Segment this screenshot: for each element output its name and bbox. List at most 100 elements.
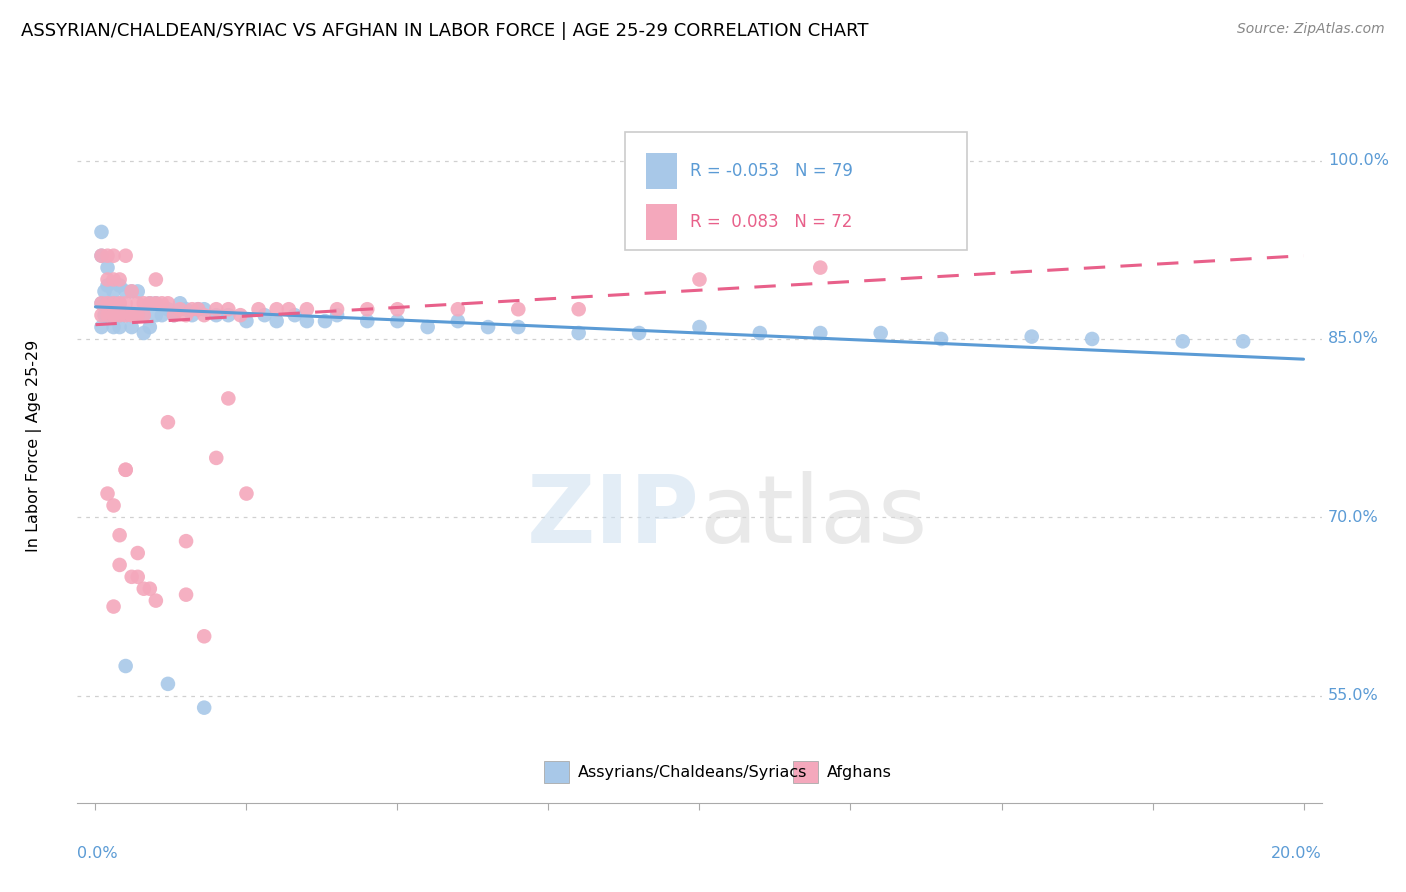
Point bbox=[156, 296, 179, 310]
Point bbox=[90, 249, 112, 263]
Point bbox=[96, 249, 118, 263]
Point bbox=[127, 308, 149, 322]
Point bbox=[205, 450, 228, 465]
Point bbox=[114, 285, 136, 299]
Point bbox=[114, 463, 136, 477]
Point bbox=[181, 308, 204, 322]
Point bbox=[217, 302, 239, 317]
Point bbox=[90, 225, 112, 239]
Point bbox=[169, 302, 191, 317]
Point bbox=[96, 308, 118, 322]
Point bbox=[808, 326, 831, 340]
Point bbox=[277, 302, 299, 317]
Point bbox=[1171, 334, 1194, 349]
Point bbox=[156, 415, 179, 429]
Point bbox=[1081, 332, 1104, 346]
Point bbox=[748, 326, 770, 340]
Point bbox=[689, 272, 711, 286]
Point bbox=[108, 528, 131, 542]
Point bbox=[108, 308, 131, 322]
Point bbox=[568, 302, 591, 317]
Point bbox=[139, 296, 162, 310]
Point bbox=[127, 308, 149, 322]
Point bbox=[90, 296, 112, 310]
Point bbox=[193, 302, 215, 317]
Point bbox=[103, 249, 125, 263]
Point bbox=[568, 326, 591, 340]
Point bbox=[356, 302, 378, 317]
Point bbox=[103, 599, 125, 614]
Point bbox=[90, 249, 112, 263]
Point bbox=[163, 308, 186, 322]
Point bbox=[90, 320, 112, 334]
Point bbox=[477, 320, 499, 334]
Point bbox=[174, 308, 197, 322]
FancyBboxPatch shape bbox=[645, 204, 678, 240]
Point bbox=[235, 486, 257, 500]
Point bbox=[156, 677, 179, 691]
Point bbox=[163, 308, 186, 322]
Point bbox=[145, 308, 167, 322]
Point bbox=[235, 314, 257, 328]
Point bbox=[247, 302, 270, 317]
Point bbox=[132, 308, 155, 322]
Text: 0.0%: 0.0% bbox=[77, 846, 118, 861]
Point bbox=[150, 296, 173, 310]
Point bbox=[93, 308, 115, 322]
Point bbox=[314, 314, 336, 328]
Point bbox=[689, 320, 711, 334]
FancyBboxPatch shape bbox=[544, 762, 569, 783]
Point bbox=[108, 278, 131, 293]
Point bbox=[114, 296, 136, 310]
Point bbox=[266, 302, 288, 317]
Point bbox=[114, 249, 136, 263]
Point bbox=[187, 302, 209, 317]
Point bbox=[103, 308, 125, 322]
Point bbox=[96, 296, 118, 310]
Point bbox=[205, 308, 228, 322]
Point bbox=[156, 302, 179, 317]
Point bbox=[127, 308, 149, 322]
Point bbox=[139, 296, 162, 310]
Point bbox=[103, 272, 125, 286]
Text: R =  0.083   N = 72: R = 0.083 N = 72 bbox=[689, 213, 852, 231]
Point bbox=[1232, 334, 1254, 349]
Point bbox=[96, 296, 118, 310]
Text: Afghans: Afghans bbox=[827, 764, 891, 780]
Point bbox=[387, 302, 409, 317]
Text: 100.0%: 100.0% bbox=[1327, 153, 1389, 168]
Text: In Labor Force | Age 25-29: In Labor Force | Age 25-29 bbox=[25, 340, 42, 552]
Point bbox=[174, 302, 197, 317]
Point bbox=[193, 700, 215, 714]
Point bbox=[127, 296, 149, 310]
Point bbox=[96, 308, 118, 322]
Point bbox=[108, 296, 131, 310]
Point bbox=[121, 320, 143, 334]
Point bbox=[114, 308, 136, 322]
Point bbox=[121, 308, 143, 322]
Point bbox=[114, 659, 136, 673]
Point bbox=[103, 499, 125, 513]
Point bbox=[174, 588, 197, 602]
Point bbox=[193, 308, 215, 322]
Point bbox=[96, 308, 118, 322]
FancyBboxPatch shape bbox=[793, 762, 818, 783]
Point bbox=[387, 314, 409, 328]
Text: ZIP: ZIP bbox=[527, 471, 700, 564]
Point bbox=[326, 302, 349, 317]
Point bbox=[929, 332, 952, 346]
Point bbox=[121, 570, 143, 584]
FancyBboxPatch shape bbox=[624, 132, 967, 250]
Point bbox=[139, 582, 162, 596]
Point bbox=[103, 296, 125, 310]
Text: Assyrians/Chaldeans/Syriacs: Assyrians/Chaldeans/Syriacs bbox=[578, 764, 807, 780]
Point bbox=[132, 308, 155, 322]
Point bbox=[326, 308, 349, 322]
Point bbox=[266, 314, 288, 328]
FancyBboxPatch shape bbox=[645, 153, 678, 189]
Point bbox=[1021, 329, 1043, 343]
Point bbox=[114, 463, 136, 477]
Point bbox=[103, 308, 125, 322]
Point bbox=[187, 302, 209, 317]
Point bbox=[127, 546, 149, 560]
